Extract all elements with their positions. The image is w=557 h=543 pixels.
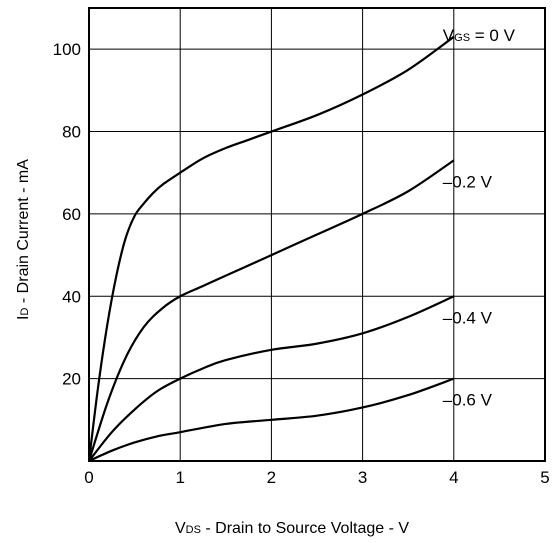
y-tick-label: 100 xyxy=(53,40,81,59)
x-tick-label: 1 xyxy=(175,468,184,487)
x-tick-label: 2 xyxy=(267,468,276,487)
grid xyxy=(89,8,545,461)
series-labels: VGS = 0 V –0.2 V –0.4 V –0.6 V xyxy=(443,26,516,410)
plot-frame xyxy=(88,7,546,462)
y-tick-label: 60 xyxy=(62,205,81,224)
series-label: –0.2 V xyxy=(443,172,493,191)
x-tick-label: 5 xyxy=(540,468,549,487)
curves xyxy=(87,35,455,463)
x-tick-label: 4 xyxy=(449,468,458,487)
x-tick-label: 3 xyxy=(358,468,367,487)
series-curve xyxy=(88,295,455,462)
series-label: –0.6 V xyxy=(443,391,493,410)
x-axis-title: VDS - Drain to Source Voltage - V xyxy=(175,520,409,537)
y-tick-label: 40 xyxy=(62,287,81,306)
y-tick-label: 80 xyxy=(62,123,81,142)
x-tick-label: 0 xyxy=(84,468,93,487)
series-label: VGS = 0 V xyxy=(443,26,516,45)
tick-labels: 0 1 2 3 4 5 20 40 60 80 100 xyxy=(53,40,550,487)
y-tick-label: 20 xyxy=(62,370,81,389)
series-curve xyxy=(88,377,455,463)
series-curve xyxy=(87,159,455,462)
y-axis-title: ID - Drain Current - mA xyxy=(15,159,32,320)
series-label: –0.4 V xyxy=(443,308,493,327)
series-curve xyxy=(87,35,455,462)
